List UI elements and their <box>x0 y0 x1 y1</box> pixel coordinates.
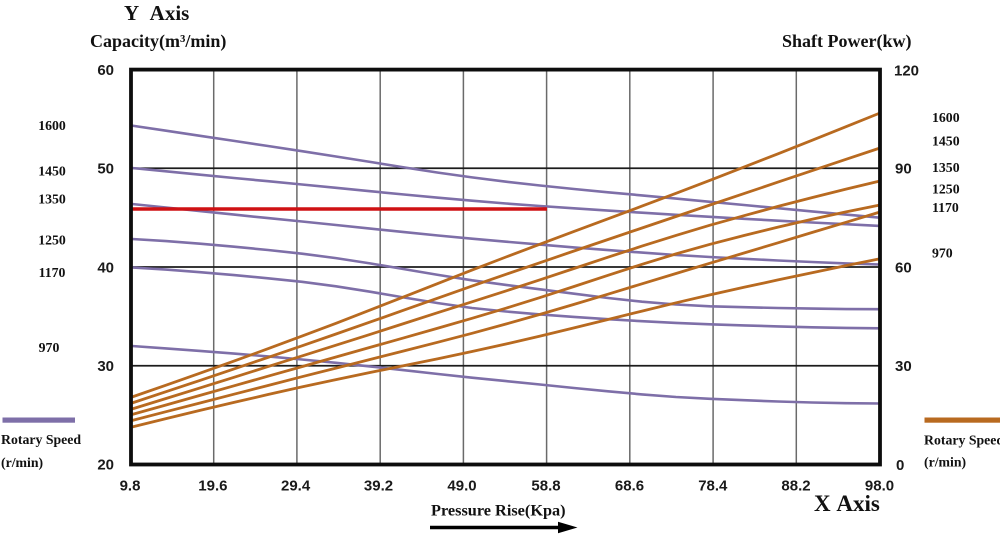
svg-text:Rotary Speed: Rotary Speed <box>924 433 1000 448</box>
svg-text:Pressure Rise(Kpa): Pressure Rise(Kpa) <box>431 501 566 520</box>
svg-text:1350: 1350 <box>38 192 66 207</box>
svg-text:X Axis: X Axis <box>814 491 880 516</box>
svg-text:30: 30 <box>97 358 114 375</box>
svg-text:1450: 1450 <box>38 164 66 179</box>
svg-text:68.6: 68.6 <box>615 478 644 495</box>
svg-text:Y Axis: Y Axis <box>124 1 189 25</box>
svg-text:1600: 1600 <box>932 110 960 125</box>
svg-text:0: 0 <box>896 457 904 474</box>
svg-text:29.4: 29.4 <box>281 478 311 495</box>
svg-text:39.2: 39.2 <box>364 478 393 495</box>
svg-text:Capacity(m³/min): Capacity(m³/min) <box>90 31 226 52</box>
svg-text:(r/min): (r/min) <box>924 455 966 471</box>
svg-text:Rotary Speed: Rotary Speed <box>1 432 81 447</box>
svg-text:60: 60 <box>97 62 114 79</box>
svg-text:20: 20 <box>97 457 114 474</box>
svg-text:1250: 1250 <box>932 181 960 196</box>
svg-text:78.4: 78.4 <box>698 478 728 495</box>
svg-text:88.2: 88.2 <box>781 478 810 495</box>
svg-text:970: 970 <box>39 340 60 355</box>
svg-text:98.0: 98.0 <box>865 478 894 495</box>
svg-text:1350: 1350 <box>932 160 960 175</box>
svg-text:50: 50 <box>97 161 114 178</box>
svg-text:970: 970 <box>932 246 953 261</box>
svg-text:(r/min): (r/min) <box>1 455 43 471</box>
svg-text:1170: 1170 <box>39 265 66 280</box>
svg-text:9.8: 9.8 <box>120 478 141 495</box>
svg-text:49.0: 49.0 <box>447 478 476 495</box>
svg-text:30: 30 <box>895 358 912 375</box>
svg-text:58.8: 58.8 <box>531 478 560 495</box>
svg-text:90: 90 <box>895 161 912 178</box>
svg-text:40: 40 <box>97 260 114 277</box>
svg-text:Shaft Power(kw): Shaft Power(kw) <box>782 31 911 52</box>
svg-text:120: 120 <box>894 63 919 80</box>
svg-text:1450: 1450 <box>932 134 960 149</box>
svg-text:1170: 1170 <box>932 200 959 215</box>
svg-text:19.6: 19.6 <box>198 478 227 495</box>
svg-text:1250: 1250 <box>38 233 66 248</box>
svg-text:1600: 1600 <box>38 118 66 133</box>
svg-text:60: 60 <box>895 260 912 277</box>
